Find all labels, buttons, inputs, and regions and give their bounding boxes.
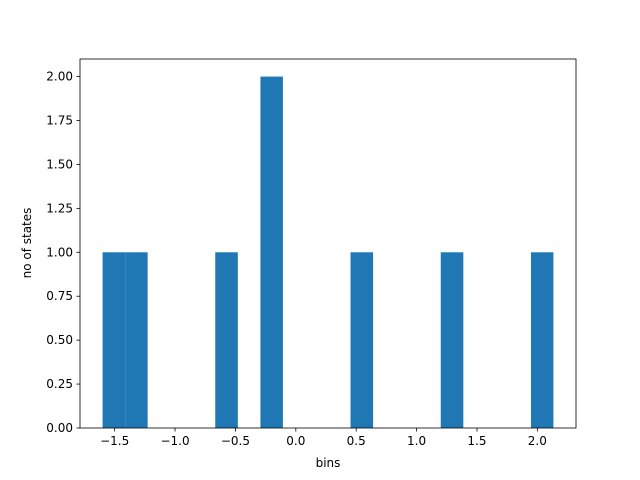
bar: [440, 252, 464, 428]
x-axis-label: bins: [316, 456, 341, 470]
y-tick-label: 2.00: [46, 70, 73, 84]
y-tick-label: 1.25: [46, 201, 73, 215]
y-tick-label: 1.50: [46, 157, 73, 171]
y-tick-label: 0.25: [46, 377, 73, 391]
bar: [102, 252, 126, 428]
bar: [350, 252, 374, 428]
x-tick-label: 2.0: [528, 434, 547, 448]
x-tick-label: −1.0: [160, 434, 189, 448]
y-tick-label: 1.00: [46, 245, 73, 259]
y-axis-label: no of states: [20, 208, 34, 279]
axes-frame: [79, 58, 577, 429]
x-tick-label: −1.5: [100, 434, 129, 448]
x-tick-label: 0.5: [347, 434, 366, 448]
y-tick-label: 0.50: [46, 333, 73, 347]
x-tick-label: 0.0: [286, 434, 305, 448]
y-tick-label: 0.75: [46, 289, 73, 303]
y-tick-label: 1.75: [46, 114, 73, 128]
x-tick-label: −0.5: [221, 434, 250, 448]
x-tick-label: 1.5: [467, 434, 486, 448]
bar: [125, 252, 148, 428]
y-tick-label: 0.00: [46, 421, 73, 435]
bar: [530, 252, 554, 428]
bar: [215, 252, 238, 428]
bar: [260, 76, 283, 429]
x-tick-label: 1.0: [407, 434, 426, 448]
